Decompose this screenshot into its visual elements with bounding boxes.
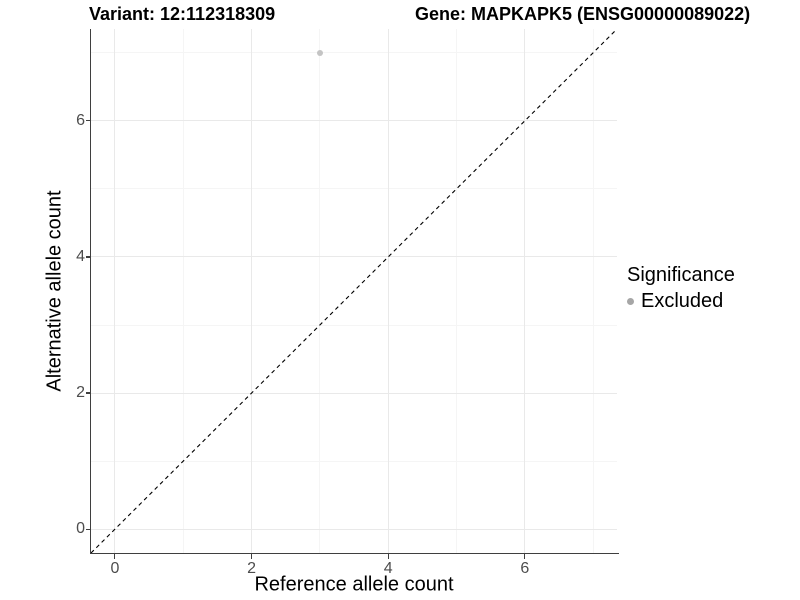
- gridline-y-major: [91, 528, 617, 530]
- gridline-y-minor: [91, 460, 617, 462]
- x-axis-title: Reference allele count: [254, 573, 454, 596]
- excluded-key-dot-icon: [627, 298, 634, 305]
- plot-title-gene: Gene: MAPKAPK5 (ENSG00000089022): [415, 4, 751, 24]
- x-tick-mark: [524, 554, 526, 559]
- x-tick-mark: [387, 554, 389, 559]
- gridline-y-minor: [91, 188, 617, 190]
- gridline-y-major: [91, 392, 617, 394]
- gridline-y-minor: [91, 52, 617, 54]
- gridline-x-minor: [319, 29, 321, 553]
- gridline-x-minor: [592, 29, 594, 553]
- gridline-y-major: [91, 256, 617, 258]
- x-tick-label: 4: [383, 560, 393, 577]
- y-tick-mark: [85, 256, 90, 258]
- identity-line-layer: [90, 28, 618, 554]
- y-axis-line: [89, 29, 92, 554]
- x-tick-label: 0: [110, 560, 120, 577]
- y-tick-mark: [85, 528, 90, 530]
- x-tick-mark: [114, 554, 116, 559]
- x-tick-label: 6: [520, 560, 530, 577]
- data-point: [316, 49, 323, 56]
- y-axis-title: Alternative allele count: [43, 190, 66, 392]
- y-tick-label: 2: [76, 384, 85, 402]
- legend-title: Significance: [627, 264, 735, 286]
- gridline-x-major: [114, 29, 116, 553]
- gridline-x-major: [387, 29, 389, 553]
- x-tick-label: 2: [247, 560, 256, 577]
- legend-item-label: Excluded: [641, 290, 724, 312]
- x-tick-mark: [250, 554, 253, 559]
- plot-title-variant: Variant: 12:112318309: [89, 4, 276, 24]
- legend: Significance Excluded: [627, 264, 735, 313]
- gridline-y-major: [91, 120, 617, 122]
- gridline-x-minor: [455, 29, 457, 553]
- identity-dashed-line: [90, 28, 618, 554]
- gridline-x-minor: [182, 29, 184, 553]
- y-tick-label: 4: [76, 247, 85, 265]
- y-tick-label: 6: [76, 111, 85, 129]
- x-axis-line: [89, 552, 619, 555]
- legend-item-excluded: Excluded: [627, 290, 735, 313]
- gridline-x-major: [524, 29, 526, 553]
- y-tick-mark: [85, 120, 90, 122]
- gridline-x-major: [251, 29, 253, 553]
- y-tick-label: 0: [76, 520, 85, 538]
- gridline-y-minor: [91, 324, 617, 326]
- plot-panel: [90, 28, 618, 554]
- y-tick-mark: [85, 392, 90, 394]
